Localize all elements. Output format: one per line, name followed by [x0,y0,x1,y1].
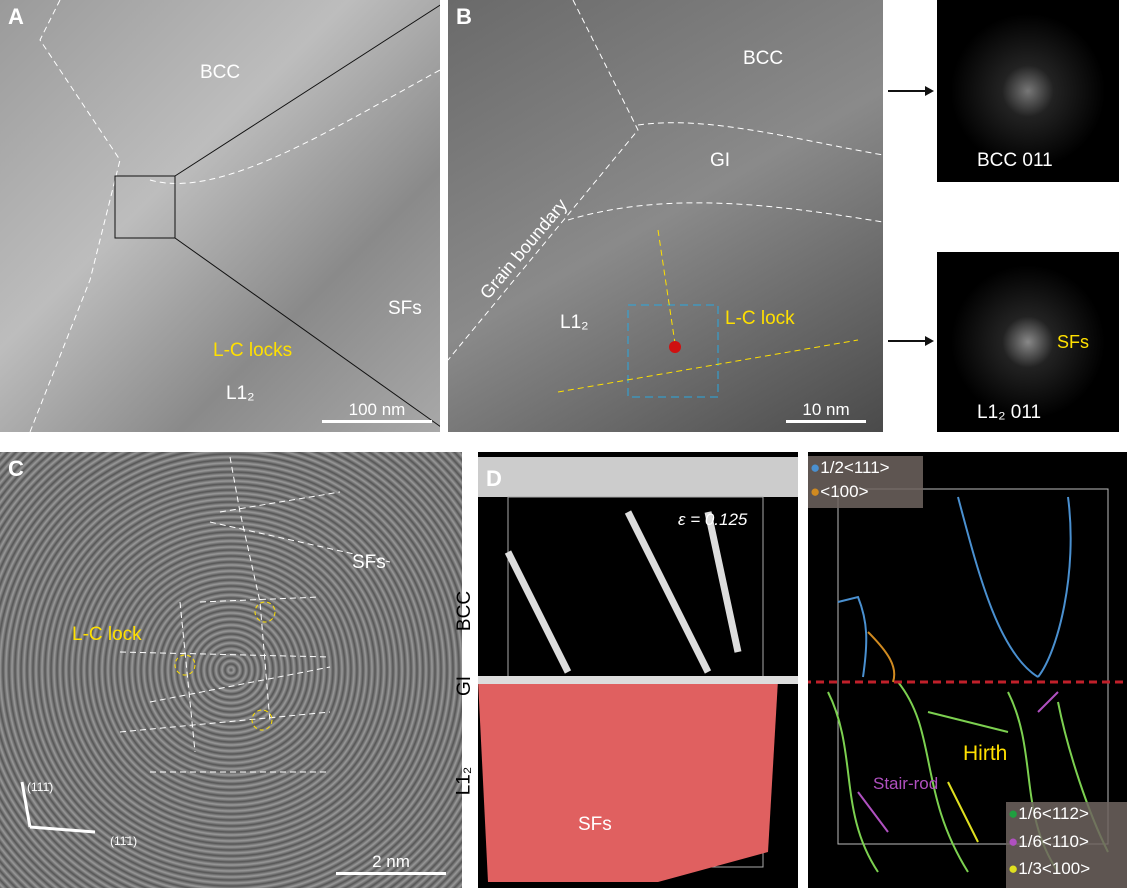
panel-letter: C [8,456,24,481]
panel-c: C SFs L-C lock (111̄) (11̄1) 2 nm [0,452,462,888]
bcc-label: BCC [743,48,784,69]
fft-bcc-label: BCC 011 [977,150,1053,171]
gi-side-label: GI [454,675,476,697]
panel-b: B BCC GI Grain boundary L1₂ L-C lock 10 … [448,0,883,432]
gi-label: GI [710,150,731,171]
lc-locks-label: L-C locks [213,340,293,361]
lc-lock-label: L-C lock [72,624,142,645]
sfs-label: SFs [352,552,386,573]
legend-label: 1/6<112> [1018,804,1089,823]
l12-label: L1₂ [226,383,255,404]
panel-d: D ε = 0.125 SFs [478,452,798,888]
dot-icon: ● [1008,859,1019,878]
panel-letter: A [8,4,24,29]
legend-label: <100> [820,482,869,501]
scale-bar: 2 nm [336,852,446,875]
legend-bottom: ●1/6<112> ●1/6<110> ●1/3<100> [1006,802,1127,888]
dot-icon: ● [1008,804,1019,823]
bcc-side-label: BCC [454,590,476,632]
scale-bar: 10 nm [786,400,866,423]
legend-top: ●1/2<111> ●<100> [808,456,923,508]
l12-label: L1₂ [560,312,589,333]
panel-a: A BCC SFs L-C locks L1₂ 100 nm [0,0,440,432]
panel-letter: D [486,466,502,491]
legend-item: ●1/6<110> [1008,832,1089,852]
direction-label: (11̄1) [110,834,138,848]
legend-label: 1/2<111> [820,458,890,477]
direction-label: (111̄) [27,780,54,794]
stair-rod-label: Stair-rod [873,774,939,793]
fft-l12: SFs L1₂ 011 [937,252,1119,432]
dot-icon: ● [810,458,821,477]
bcc-label: BCC [200,62,241,83]
legend-item: ●1/2<111> [810,458,890,478]
legend-label: 1/3<100> [1018,859,1091,878]
l12-side-label: L1₂ [453,766,475,796]
legend-item: ●<100> [810,482,869,502]
lc-lock-label: L-C lock [725,308,795,329]
fft-l12-label: L1₂ 011 [977,402,1042,423]
legend-item: ●1/6<112> [1008,804,1089,824]
legend-item: ●1/3<100> [1008,859,1090,879]
sfs-label: SFs [578,814,612,835]
dot-icon: ● [1008,832,1019,851]
strain-label: ε = 0.125 [678,510,748,529]
fft-sfs-label: SFs [1057,332,1090,352]
panel-letter: B [456,4,472,29]
sfs-label: SFs [388,298,422,319]
dot-icon: ● [810,482,821,501]
fft-bcc: BCC 011 [937,0,1119,182]
legend-label: 1/6<110> [1018,832,1089,851]
hirth-label: Hirth [963,742,1008,765]
panel-dislocations: ●1/2<111> ●<100> Hirth Stair-rod ●1/6<11… [808,452,1127,888]
scale-bar: 100 nm [322,400,432,423]
